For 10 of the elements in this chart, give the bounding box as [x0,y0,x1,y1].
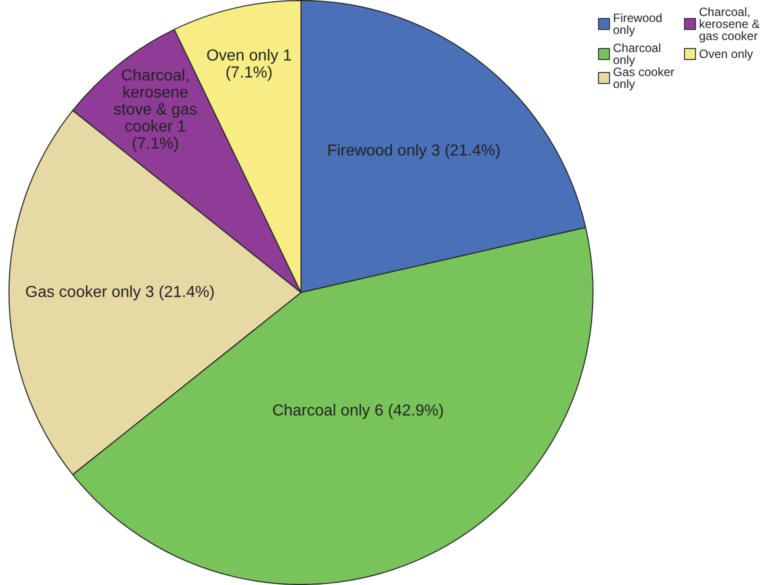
data-label: Gas cooker only 3 (21.4%) [25,284,215,301]
legend-label: Charcoal, kerosene & gas cooker [699,5,761,43]
data-label: Firewood only 3 (21.4%) [327,142,501,160]
data-label: Oven only 1 (7.1%) [206,48,292,82]
data-label: Charcoal only 6 (42.9%) [272,402,444,420]
legend-label: Firewood only [613,11,664,37]
legend-label: Oven only [699,47,754,61]
legend-label: Gas cooker only [613,65,676,91]
data-label: Charcoal, kerosene stove & gas cooker 1 (7.1%) [114,67,198,152]
legend-label: Charcoal only [613,41,662,67]
